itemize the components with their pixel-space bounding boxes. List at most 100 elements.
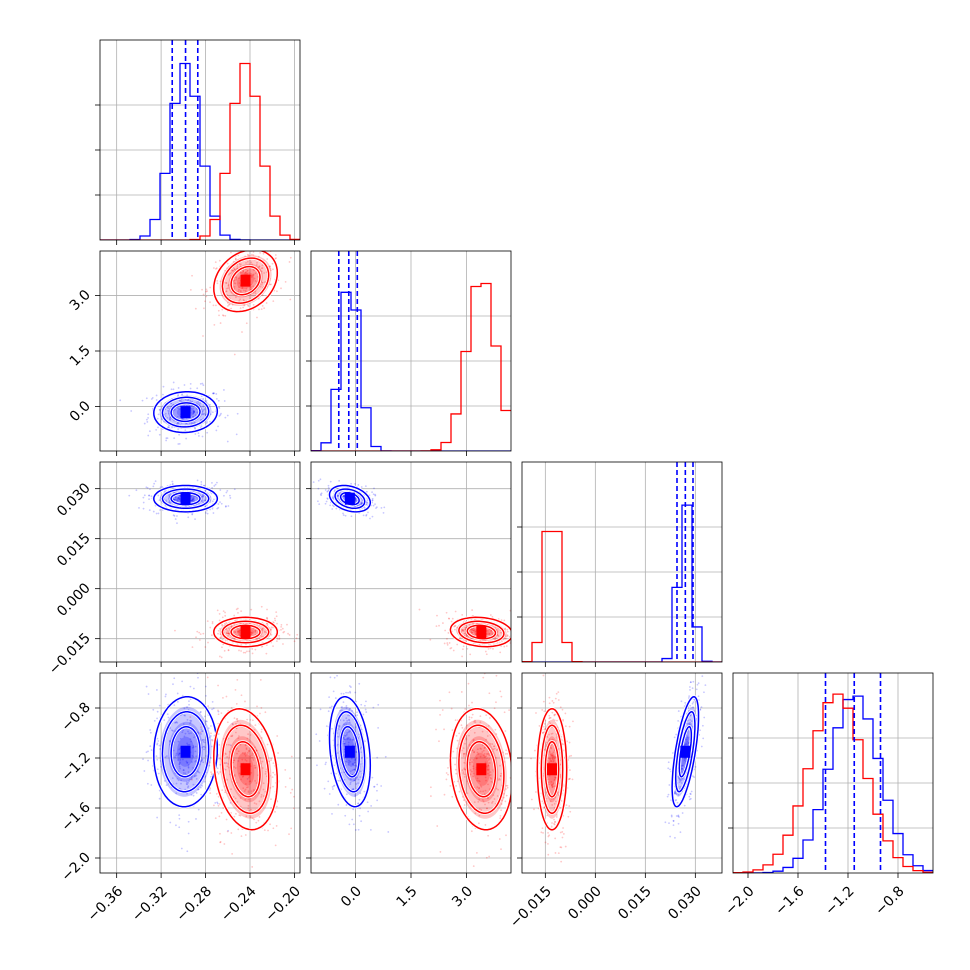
scatter-point (197, 788, 200, 791)
scatter-point (336, 743, 339, 746)
x-tick-label: −0.015 (507, 883, 555, 931)
scatter-point (478, 798, 481, 801)
scatter-point (217, 804, 220, 807)
scatter-point (701, 675, 704, 678)
scatter-point (504, 627, 507, 630)
scatter-point (221, 789, 224, 792)
scatter-point (275, 805, 278, 808)
scatter-point (441, 709, 444, 711)
scatter-point (157, 512, 160, 515)
scatter-point (207, 762, 209, 765)
scatter-point (212, 392, 215, 395)
scatter-point (179, 494, 181, 497)
scatter-point (233, 285, 236, 288)
scatter-point (261, 267, 264, 269)
scatter-point (213, 498, 215, 501)
contour-line (458, 724, 505, 814)
scatter-point (371, 776, 374, 779)
scatter-point (367, 810, 370, 813)
scatter-point (487, 834, 490, 837)
scatter-point (679, 779, 682, 781)
scatter-point (473, 720, 475, 723)
scatter-point (535, 712, 537, 714)
scatter-point (173, 498, 176, 501)
scatter-point (210, 745, 213, 748)
scatter-point (205, 720, 207, 723)
scatter-point (178, 433, 181, 436)
scatter-point (481, 798, 484, 801)
contour-line (213, 708, 279, 831)
scatter-point (233, 815, 236, 818)
scatter-point (554, 776, 557, 779)
scatter-point (468, 744, 471, 746)
scatter-point (179, 737, 182, 740)
scatter-point (674, 790, 676, 793)
scatter-point (177, 443, 180, 445)
scatter-point (548, 696, 551, 699)
scatter-point (259, 756, 262, 759)
scatter-point (178, 498, 181, 501)
scatter-point (229, 801, 232, 804)
scatter-point (270, 628, 272, 630)
scatter-point (248, 776, 250, 779)
scatter-point (330, 772, 333, 775)
scatter-point (238, 735, 240, 738)
scatter-point (184, 732, 187, 735)
scatter-point (337, 728, 340, 731)
scatter-point (244, 798, 247, 801)
scatter-point (353, 768, 356, 771)
scatter-point (201, 758, 204, 761)
scatter-point (515, 637, 517, 639)
contour-line (544, 741, 560, 798)
scatter-point (197, 788, 199, 791)
scatter-point (225, 632, 228, 634)
scatter-point (700, 706, 703, 709)
scatter-point (354, 758, 357, 761)
scatter-point (253, 269, 255, 272)
scatter-point (215, 267, 217, 270)
scatter-point (483, 756, 486, 759)
scatter-point (226, 262, 229, 265)
scatter-point (174, 756, 176, 759)
scatter-point (227, 284, 230, 287)
scatter-point (372, 493, 375, 496)
scatter-point (251, 817, 254, 820)
scatter-point (499, 775, 502, 777)
scatter-point (199, 382, 202, 385)
scatter-point (204, 741, 206, 744)
scatter-point (227, 737, 230, 740)
scatter-point (462, 645, 465, 648)
scatter-point (215, 793, 218, 795)
scatter-point (363, 790, 366, 793)
scatter-point (550, 780, 553, 783)
scatter-point (506, 634, 509, 637)
scatter-point (326, 497, 329, 500)
scatter-point (208, 761, 211, 764)
contour-line (466, 741, 497, 798)
scatter-point (674, 791, 677, 794)
scatter-point (234, 638, 236, 640)
scatter-point (237, 760, 240, 762)
scatter-point (454, 719, 457, 722)
scatter-point (189, 721, 192, 724)
scatter-point (376, 783, 379, 786)
scatter-point (220, 656, 223, 659)
scatter-point (227, 635, 229, 637)
scatter-point (456, 747, 458, 750)
scatter-point (554, 837, 557, 840)
scatter-point (327, 484, 330, 487)
scatter-point (252, 285, 255, 288)
scatter-point (278, 634, 280, 637)
scatter-point (228, 632, 230, 635)
scatter-point (201, 288, 203, 291)
scatter-point (550, 755, 553, 757)
scatter-point (172, 749, 175, 752)
scatter-point (325, 761, 327, 764)
scatter-point (244, 751, 247, 754)
scatter-point (173, 515, 176, 517)
scatter-point (237, 750, 240, 753)
scatter-point (482, 676, 485, 679)
scatter-point (244, 758, 247, 761)
scatter-point (183, 714, 186, 717)
scatter-point (256, 235, 258, 237)
